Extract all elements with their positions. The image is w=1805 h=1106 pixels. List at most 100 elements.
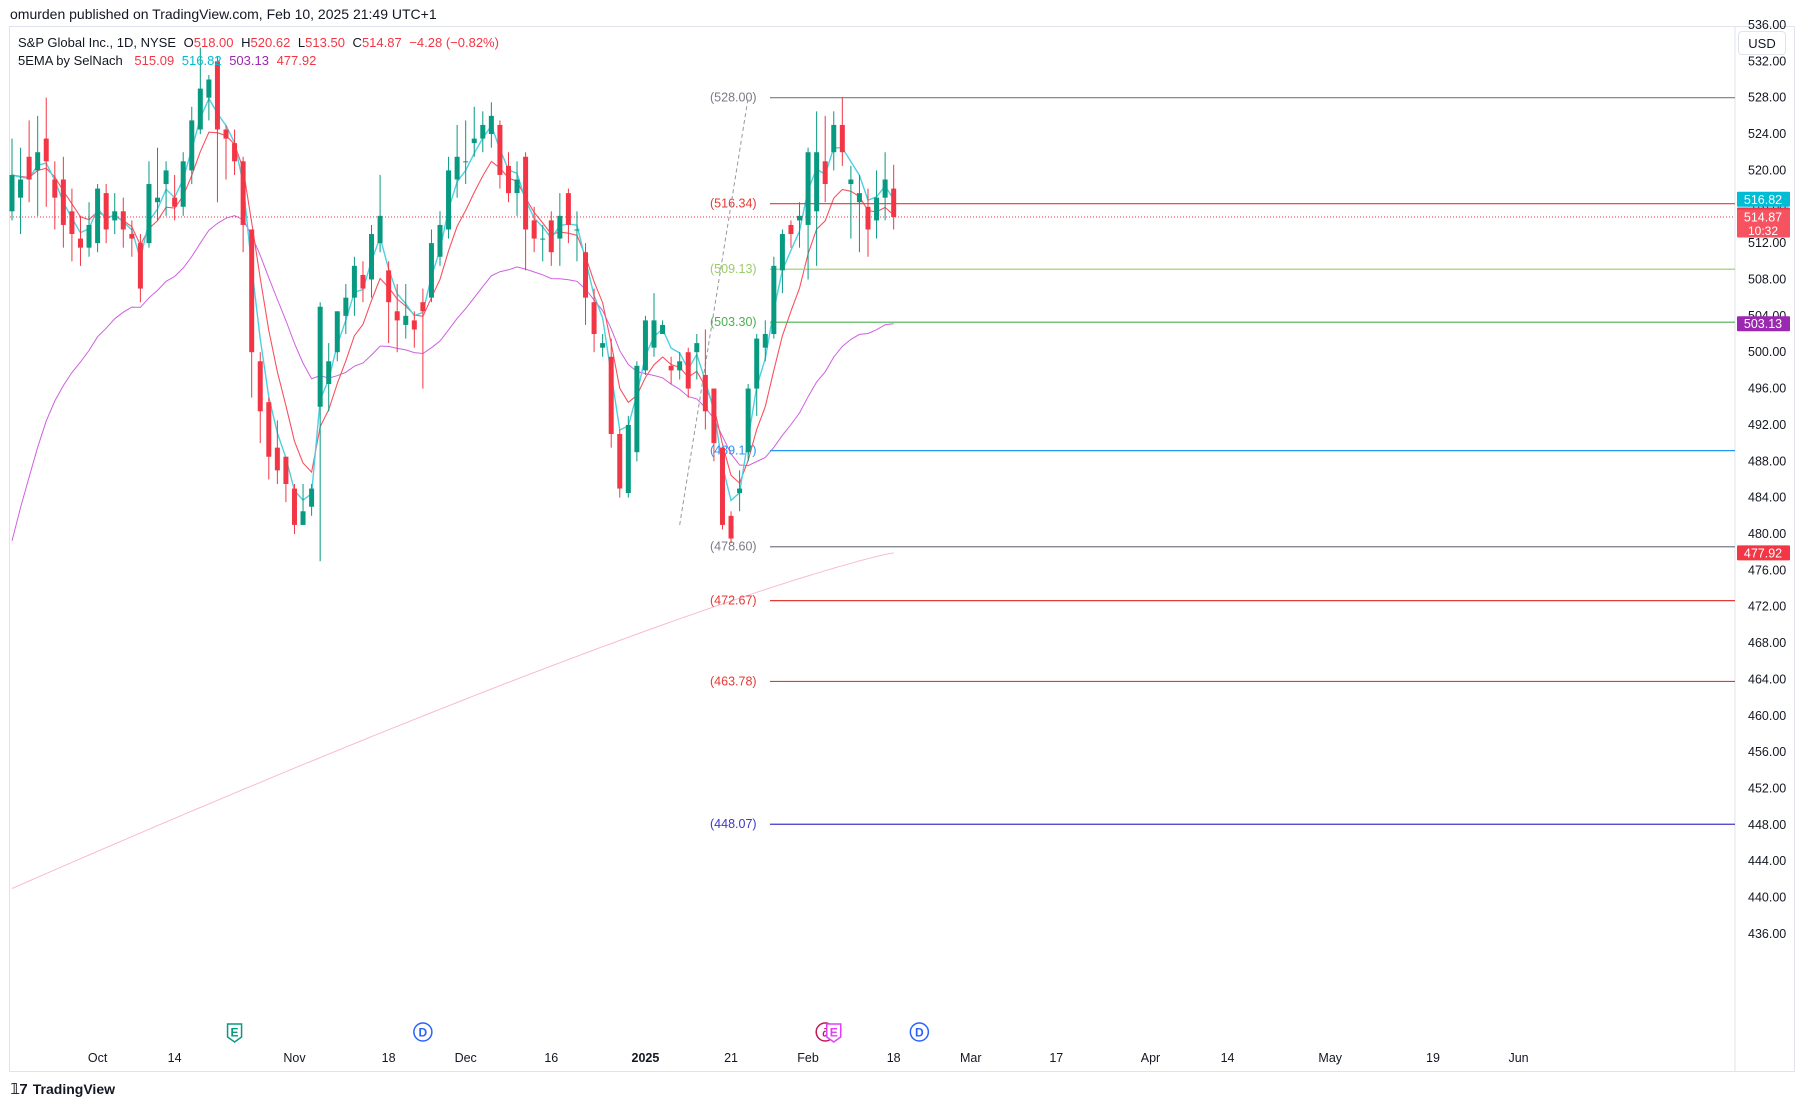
y-tick-label: 472.00 bbox=[1748, 600, 1786, 614]
earnings-icon bbox=[226, 1023, 243, 1043]
candle-body bbox=[403, 315, 409, 325]
candle-body bbox=[283, 456, 289, 485]
candle-body bbox=[762, 334, 768, 348]
candle-body bbox=[779, 234, 785, 271]
change-value: −4.28 (−0.82%) bbox=[409, 35, 499, 50]
candle-body bbox=[309, 488, 315, 507]
y-tick-label: 456.00 bbox=[1748, 745, 1786, 759]
indicator-legend: 5EMA by SelNach 515.09 516.82 503.13 477… bbox=[18, 53, 320, 68]
candle-body bbox=[471, 138, 477, 144]
y-tick-label: 520.00 bbox=[1748, 163, 1786, 177]
dividend-icon bbox=[413, 1022, 433, 1042]
footer-brand[interactable]: 𝟙7 TradingView bbox=[10, 1080, 115, 1098]
candle-body bbox=[531, 220, 537, 239]
candle-body bbox=[274, 447, 280, 471]
y-tick-label: 452.00 bbox=[1748, 782, 1786, 796]
low-label: L bbox=[297, 35, 306, 50]
price-tag bbox=[1737, 316, 1790, 332]
candle-body bbox=[386, 270, 392, 303]
candle-body bbox=[26, 156, 32, 180]
candle-body bbox=[480, 124, 486, 139]
tradingview-logo-icon: 𝟙7 bbox=[10, 1081, 28, 1098]
candle-body bbox=[180, 161, 186, 207]
candle-body bbox=[788, 224, 794, 235]
price-tag bbox=[1737, 191, 1790, 207]
candle-body bbox=[488, 115, 494, 135]
ema-value-3: 503.13 bbox=[229, 53, 269, 68]
x-tick-label: Mar bbox=[960, 1051, 982, 1065]
level-label: (448.07) bbox=[710, 817, 757, 831]
x-tick-label: Jun bbox=[1508, 1051, 1528, 1065]
candle-body bbox=[437, 224, 443, 257]
candle-body bbox=[523, 156, 529, 230]
footer-brand-label: TradingView bbox=[32, 1081, 115, 1097]
candle-body bbox=[223, 129, 229, 139]
candle-body bbox=[865, 206, 871, 230]
high-label: H bbox=[241, 35, 251, 50]
low-value: 513.50 bbox=[305, 35, 345, 50]
candle-body bbox=[35, 152, 41, 171]
candle-body bbox=[206, 79, 212, 98]
candle-body bbox=[120, 211, 126, 230]
candle-body bbox=[463, 161, 469, 163]
y-tick-label: 512.00 bbox=[1748, 236, 1786, 250]
candle-body bbox=[625, 424, 631, 494]
ema-50-line bbox=[11, 215, 894, 542]
x-tick-label: 18 bbox=[382, 1051, 396, 1065]
close-value: 514.87 bbox=[361, 35, 402, 50]
x-tick-label: Dec bbox=[455, 1051, 477, 1065]
y-tick-label: 492.00 bbox=[1748, 418, 1786, 432]
candle-body bbox=[317, 306, 323, 407]
currency-button[interactable]: USD bbox=[1738, 31, 1786, 55]
candle-body bbox=[163, 170, 169, 185]
candle-body bbox=[677, 361, 683, 371]
x-tick-label: 16 bbox=[544, 1051, 558, 1065]
candle-body bbox=[446, 170, 452, 230]
candle-body bbox=[214, 61, 220, 130]
open-label: O bbox=[183, 35, 194, 50]
high-value: 520.62 bbox=[250, 35, 291, 50]
candle-body bbox=[839, 124, 845, 153]
candle-body bbox=[343, 297, 349, 316]
candle-body bbox=[591, 302, 597, 335]
level-label: (503.30) bbox=[710, 315, 757, 329]
candle-body bbox=[891, 188, 897, 218]
x-tick-label: 19 bbox=[1426, 1051, 1440, 1065]
candle-body bbox=[103, 193, 109, 230]
open-value: 518.00 bbox=[193, 35, 234, 50]
x-tick-label: May bbox=[1318, 1051, 1342, 1065]
indicator-name[interactable]: 5EMA by SelNach bbox=[18, 53, 123, 68]
candle-body bbox=[112, 211, 118, 221]
y-tick-label: 508.00 bbox=[1748, 272, 1786, 286]
candle-body bbox=[146, 184, 152, 244]
candle-body bbox=[805, 152, 811, 225]
price-tag-label: 503.13 bbox=[1744, 317, 1782, 331]
x-tick-label: 14 bbox=[1221, 1051, 1235, 1065]
candle-body bbox=[369, 234, 375, 280]
candle-body bbox=[172, 197, 178, 207]
y-tick-label: 500.00 bbox=[1748, 345, 1786, 359]
publisher-line: omurden published on TradingView.com, Fe… bbox=[10, 6, 437, 22]
candle-body bbox=[326, 361, 332, 385]
level-label: (509.13) bbox=[710, 262, 757, 276]
candle-body bbox=[668, 365, 674, 371]
price-tag bbox=[1737, 209, 1790, 238]
ema-200-line bbox=[11, 552, 894, 889]
level-label: (516.34) bbox=[710, 197, 757, 211]
symbol-name[interactable]: S&P Global Inc., 1D, NYSE bbox=[18, 35, 176, 50]
x-tick-label: 2025 bbox=[632, 1051, 660, 1065]
candle-body bbox=[43, 138, 49, 162]
x-tick-label: 17 bbox=[1049, 1051, 1063, 1065]
ema-value-4: 477.92 bbox=[276, 53, 317, 68]
candle-body bbox=[69, 211, 75, 235]
candle-body bbox=[454, 156, 460, 180]
event-marker-letter: E bbox=[830, 1026, 838, 1040]
candle-body bbox=[634, 365, 640, 453]
candle-body bbox=[77, 238, 83, 248]
candle-body bbox=[797, 215, 803, 221]
ema-10-line bbox=[11, 131, 895, 485]
candle-body bbox=[189, 120, 195, 171]
candle-body bbox=[240, 161, 246, 225]
candle-body bbox=[249, 229, 255, 353]
